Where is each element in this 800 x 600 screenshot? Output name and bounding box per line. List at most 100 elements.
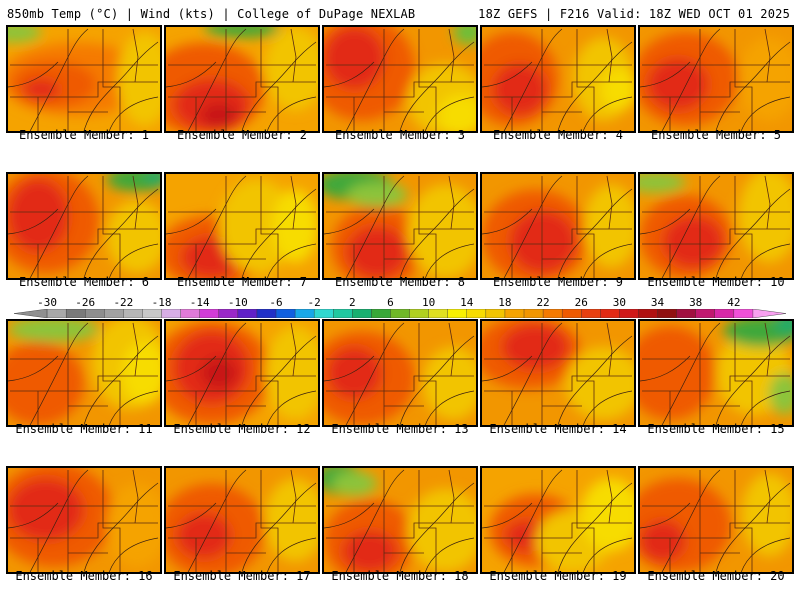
state-border — [484, 522, 632, 539]
colorbar-segment — [237, 309, 258, 318]
colorbar-segment — [199, 309, 220, 318]
ensemble-panel-9 — [480, 172, 636, 280]
colorbar-segment — [65, 309, 86, 318]
colorbar-segment — [561, 309, 582, 318]
highway-line — [557, 335, 633, 425]
temperature-region — [640, 174, 686, 193]
colorbar-segment — [733, 309, 754, 318]
ensemble-panel-19 — [480, 466, 636, 574]
ensemble-panel-8 — [322, 172, 478, 280]
highway-line — [425, 96, 475, 131]
highway-line — [741, 537, 791, 572]
state-border — [10, 522, 158, 539]
colorbar-tick-label: 18 — [498, 296, 512, 309]
temperature-map — [482, 321, 634, 425]
colorbar-segment — [466, 309, 487, 318]
state-border — [418, 323, 437, 425]
highway-line — [166, 61, 217, 88]
state-border — [326, 522, 474, 539]
highway-line — [29, 28, 89, 131]
temperature-region — [438, 94, 476, 131]
ensemble-member-label: Ensemble Member: 2 — [176, 128, 308, 142]
colorbar-tick-label: -2 — [307, 296, 321, 309]
colorbar-segment — [695, 309, 716, 318]
highway-line — [345, 469, 405, 572]
ensemble-member-label: Ensemble Member: 16 — [15, 569, 153, 583]
highway-line — [109, 96, 159, 131]
state-border — [168, 228, 316, 245]
state-border — [102, 323, 121, 425]
ensemble-panel-17 — [164, 466, 320, 574]
colorbar-segment — [581, 309, 602, 318]
state-border — [10, 375, 158, 392]
state-border — [764, 175, 771, 230]
highway-line — [324, 502, 375, 529]
temperature-map — [324, 174, 476, 278]
highway-line — [425, 390, 475, 425]
state-border — [764, 322, 771, 377]
state-border — [642, 522, 790, 539]
temperature-region — [640, 326, 716, 420]
temperature-map — [8, 174, 160, 278]
temperature-region — [346, 182, 408, 208]
temperature-map — [324, 27, 476, 131]
state-border — [10, 228, 158, 245]
ensemble-member-label: Ensemble Member: 1 — [18, 128, 150, 142]
highway-line — [482, 61, 533, 88]
colorbar-tick-label: 38 — [689, 296, 703, 309]
highway-line — [661, 28, 721, 131]
temperature-region — [8, 478, 84, 541]
ensemble-member-label: Ensemble Member: 18 — [331, 569, 469, 583]
highway-line — [83, 482, 159, 572]
state-border — [606, 469, 613, 524]
temperature-map — [324, 321, 476, 425]
temperature-region — [331, 471, 378, 497]
colorbar-segment — [542, 309, 563, 318]
ensemble-member-label: Ensemble Member: 12 — [173, 422, 311, 436]
state-border — [168, 81, 316, 98]
colorbar-segment — [275, 309, 296, 318]
colorbar-segment — [294, 309, 315, 318]
ensemble-member-label: Ensemble Member: 19 — [489, 569, 627, 583]
temperature-region — [8, 27, 42, 43]
highway-line — [583, 537, 633, 572]
temperature-region — [492, 63, 548, 116]
highway-line — [267, 390, 317, 425]
ensemble-member-label: Ensemble Member: 5 — [650, 128, 782, 142]
highway-line — [267, 537, 317, 572]
ensemble-panel-2 — [164, 25, 320, 133]
colorbar-segment — [504, 309, 525, 318]
colorbar-segment — [657, 309, 678, 318]
highway-line — [109, 537, 159, 572]
colorbar-segment — [752, 309, 786, 318]
header-left-title: 850mb Temp (°C) | Wind (kts) | College o… — [7, 7, 416, 21]
state-border — [642, 81, 790, 98]
highway-line — [83, 335, 159, 425]
highway-line — [715, 482, 791, 572]
state-border — [606, 322, 613, 377]
highway-line — [267, 96, 317, 131]
state-border — [448, 469, 455, 524]
ensemble-panel-16 — [6, 466, 162, 574]
ensemble-panel-4 — [480, 25, 636, 133]
ensemble-member-label: Ensemble Member: 11 — [15, 422, 153, 436]
temperature-map — [166, 27, 318, 131]
temperature-region — [723, 321, 792, 347]
state-border — [326, 228, 474, 245]
highway-line — [661, 175, 721, 278]
state-border — [484, 228, 632, 245]
temperature-region — [117, 32, 160, 126]
state-border — [642, 375, 790, 392]
ensemble-member-label: Ensemble Member: 10 — [647, 275, 785, 289]
state-border — [448, 322, 455, 377]
state-border — [734, 29, 753, 131]
ensemble-panel-10 — [638, 172, 794, 280]
highway-line — [503, 175, 563, 278]
temperature-map — [166, 174, 318, 278]
highway-line — [83, 188, 159, 278]
highway-line — [109, 243, 159, 278]
state-border — [484, 375, 632, 392]
temperature-region — [583, 184, 634, 268]
temperature-region — [640, 520, 686, 562]
colorbar-segment — [104, 309, 125, 318]
